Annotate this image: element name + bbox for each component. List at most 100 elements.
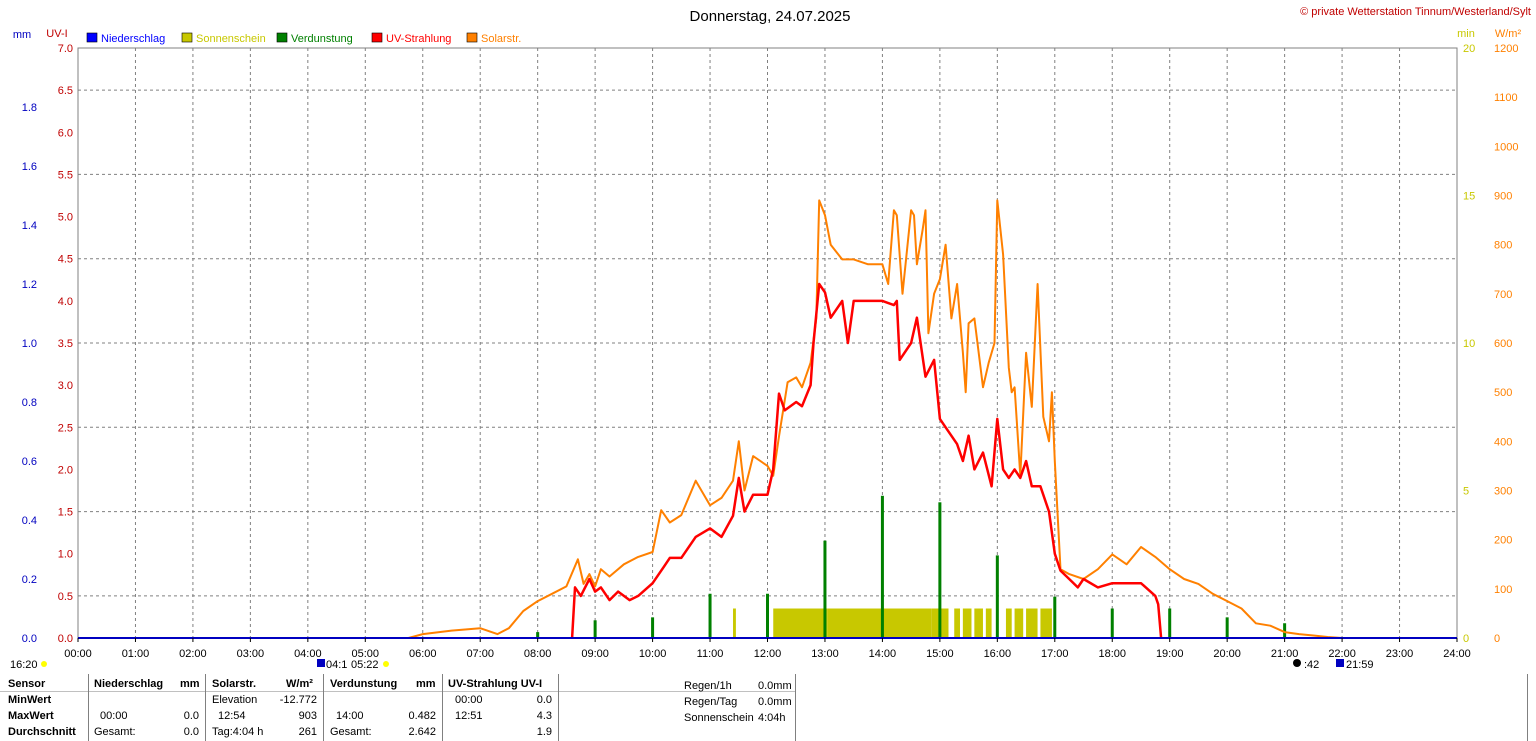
bottom-markers: 16:20 04:1 05:22 :42 21:59 [10,659,1374,671]
summary-divider [442,674,443,741]
solar-tick-label: 600 [1494,338,1512,350]
evaporation-bar [593,620,597,638]
regentag-val: 0.0mm [758,696,792,708]
sunset-icon [1336,659,1344,667]
solar-elev-label: Elevation [212,694,258,706]
legend-label: Niederschlag [101,33,165,45]
uv-tick-label: 3.0 [58,380,73,392]
uv-tick-label: 4.0 [58,296,73,308]
solar-tick-label: 700 [1494,289,1512,301]
regentag-label: Regen/Tag [684,696,738,708]
x-tick-label: 22:00 [1328,648,1356,660]
summary-divider [795,674,796,741]
mm-tick-label: 1.0 [22,338,37,350]
evaporation-bar [651,617,655,638]
x-tick-label: 10:00 [639,648,667,660]
sunshine-block [954,608,960,638]
mm-axis-unit: mm [13,29,31,41]
legend-label: Verdunstung [291,33,353,45]
sunrise2-marker: 05:22 [351,659,379,671]
sunshine-series [733,608,1052,638]
row-min: MinWert [8,694,52,706]
sonnenschein-label: Sonnenschein [684,712,754,724]
moon-icon [1293,659,1301,667]
grid [78,48,1457,638]
sunshine-block [1040,608,1052,638]
mm-tick-label: 0.0 [22,633,37,645]
min-tick-label: 15 [1463,191,1475,203]
left-time-marker: 16:20 [10,659,38,671]
x-tick-label: 03:00 [237,648,265,660]
evaporation-bar [708,593,712,638]
uv-max-time: 12:51 [455,710,483,722]
chart-title: Donnerstag, 24.07.2025 [690,8,851,25]
legend-label: Solarstr. [481,33,521,45]
solar-tick-label: 900 [1494,191,1512,203]
evaporation-bar [766,593,769,638]
x-tick-label: 06:00 [409,648,437,660]
x-tick-label: 04:00 [294,648,322,660]
x-tick-label: 15:00 [926,648,954,660]
evaporation-bar [880,495,884,638]
row-avg: Durchschnitt [8,726,76,738]
uv-tick-label: 5.0 [58,212,73,224]
evaporation-bar [1225,617,1229,638]
legend-swatch [466,32,478,43]
solar-series [408,199,1343,639]
summary-divider [205,674,206,741]
evaporation-bar [823,540,827,638]
solar-tick-label: 100 [1494,584,1512,596]
uv-series [570,282,1163,639]
evaporation-bar [1283,623,1287,638]
legend: Niederschlag Sonnenschein Verdunstung UV-St… [86,32,521,45]
niederschlag-avg-label: Gesamt: [94,726,136,738]
sun-dot-icon [41,661,47,667]
uv-min-val: 0.0 [536,694,552,706]
min-tick-label: 20 [1463,43,1475,55]
summary-header-divider [0,691,795,692]
sunrise-icon [317,659,325,667]
x-tick-label: 12:00 [754,648,782,660]
x-tick-label: 00:00 [64,648,92,660]
station-credit: © private Wetterstation Tinnum/Westerlan… [1300,6,1531,18]
uv-min-time: 00:00 [455,694,483,706]
regen1h-val: 0.0mm [758,680,792,692]
legend-label: UV-Strahlung [386,33,451,45]
mm-tick-label: 1.2 [22,279,37,291]
row-max: MaxWert [8,710,54,722]
verdunstung-max-val: 0.482 [408,710,436,722]
solar-line [408,199,1343,639]
summary-divider [1527,674,1528,741]
evaporation-bar [1053,596,1057,638]
x-tick-label: 20:00 [1213,648,1241,660]
evaporation-bar [1110,608,1114,638]
sunshine-block [773,608,828,638]
uv-axis-unit: UV-I [46,28,67,40]
weather-chart: Donnerstag, 24.07.2025 © private Wetters… [10,6,1531,671]
legend-swatch [86,32,98,43]
verdunstung-avg-label: Gesamt: [330,726,372,738]
header-niederschlag-unit: mm [180,678,200,690]
min-tick-label: 0 [1463,633,1469,645]
summary-divider [88,674,89,741]
uv-tick-label: 7.0 [58,43,73,55]
sun-dot-icon-2 [383,661,389,667]
evaporation-bar [1168,608,1172,638]
uv-tick-label: 4.5 [58,254,73,266]
uv-tick-label: 6.0 [58,127,73,139]
solar-tick-label: 300 [1494,486,1512,498]
header-solar-unit: W/m² [286,678,313,690]
solar-max-time: 12:54 [218,710,246,722]
solar-axis-unit: W/m² [1495,28,1522,40]
solar-tick-label: 400 [1494,436,1512,448]
solar-tick-label: 1200 [1494,43,1518,55]
x-tick-label: 17:00 [1041,648,1069,660]
verdunstung-avg-val: 2.642 [408,726,436,738]
sunshine-block [962,608,972,638]
solar-tick-label: 200 [1494,535,1512,547]
sunshine-block [1014,608,1024,638]
sunshine-block [985,608,992,638]
evaporation-bar [995,555,999,638]
header-verdunstung: Verdunstung [330,678,398,690]
x-tick-label: 02:00 [179,648,207,660]
